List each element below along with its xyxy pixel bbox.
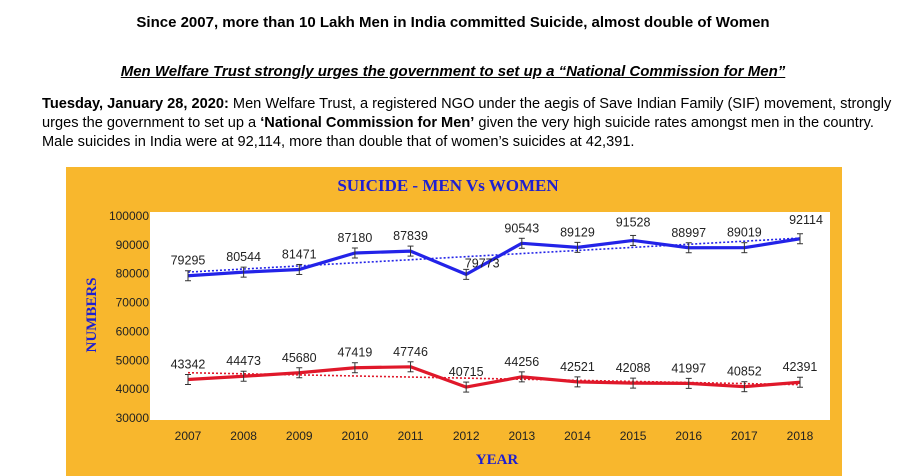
data-label: 91528 (616, 215, 651, 229)
data-label: 42391 (783, 360, 818, 374)
data-label: 44473 (226, 354, 261, 368)
suicide-chart: SUICIDE - MEN Vs WOMEN YEAR NUMBERS 3000… (84, 176, 830, 468)
y-tick-label: 100000 (109, 209, 149, 223)
paragraph-emphasis: ‘National Commission for Men’ (260, 115, 475, 131)
data-label: 44256 (504, 355, 539, 369)
x-tick-label: 2013 (508, 429, 535, 443)
x-tick-label: 2007 (175, 429, 202, 443)
data-label: 92114 (789, 213, 823, 227)
data-label: 40715 (449, 365, 484, 379)
data-label: 47746 (393, 345, 428, 359)
x-tick-label: 2017 (731, 429, 758, 443)
x-tick-label: 2008 (230, 429, 257, 443)
x-tick-label: 2016 (675, 429, 702, 443)
subheadline: Men Welfare Trust strongly urges the gov… (120, 63, 786, 80)
y-tick-label: 40000 (116, 382, 150, 396)
y-tick-label: 90000 (116, 238, 150, 252)
data-label: 42521 (560, 360, 595, 374)
dateline: Tuesday, January 28, 2020: (42, 96, 229, 112)
data-label: 90543 (504, 221, 539, 235)
data-label: 79773 (465, 256, 500, 270)
y-tick-label: 60000 (116, 324, 150, 338)
x-tick-label: 2015 (620, 429, 647, 443)
paragraph-text-2: given the very high suicide rates amongs… (42, 115, 874, 150)
x-tick-label: 2011 (398, 429, 424, 443)
x-tick-label: 2012 (453, 429, 480, 443)
data-label: 89129 (560, 225, 595, 239)
paragraph-text-1: Men Welfare Trust, a registered NGO unde… (42, 96, 892, 131)
data-label: 43342 (171, 357, 206, 371)
plot-area (150, 212, 830, 420)
series-2-line (187, 365, 801, 389)
y-tick-label: 30000 (116, 411, 150, 425)
data-label: 89019 (727, 226, 762, 240)
data-label: 47419 (338, 346, 373, 360)
data-label: 40852 (727, 365, 762, 379)
y-tick-label: 50000 (116, 353, 150, 367)
y-tick-label: 70000 (116, 296, 150, 310)
x-tick-label: 2010 (342, 429, 369, 443)
x-axis-title: YEAR (476, 452, 519, 468)
data-label: 45680 (282, 351, 317, 365)
y-tick-label: 80000 (116, 267, 150, 281)
data-label: 79295 (171, 254, 206, 268)
data-label: 80544 (226, 250, 261, 264)
data-label: 81471 (282, 247, 317, 261)
headline: Since 2007, more than 10 Lakh Men in Ind… (136, 14, 770, 31)
data-label: 42088 (616, 361, 651, 375)
chart-title: SUICIDE - MEN Vs WOMEN (337, 176, 559, 195)
series-1-line (187, 237, 801, 278)
data-label: 87839 (393, 229, 428, 243)
chart-container: SUICIDE - MEN Vs WOMEN YEAR NUMBERS 3000… (66, 167, 842, 476)
data-label: 41997 (671, 361, 706, 375)
press-paragraph: Tuesday, January 28, 2020: Men Welfare T… (42, 95, 892, 152)
x-tick-label: 2018 (787, 429, 814, 443)
x-tick-label: 2014 (564, 429, 591, 443)
data-label: 88997 (671, 226, 706, 240)
x-tick-label: 2009 (286, 429, 313, 443)
data-label: 87180 (338, 231, 373, 245)
y-axis-title: NUMBERS (84, 277, 100, 352)
